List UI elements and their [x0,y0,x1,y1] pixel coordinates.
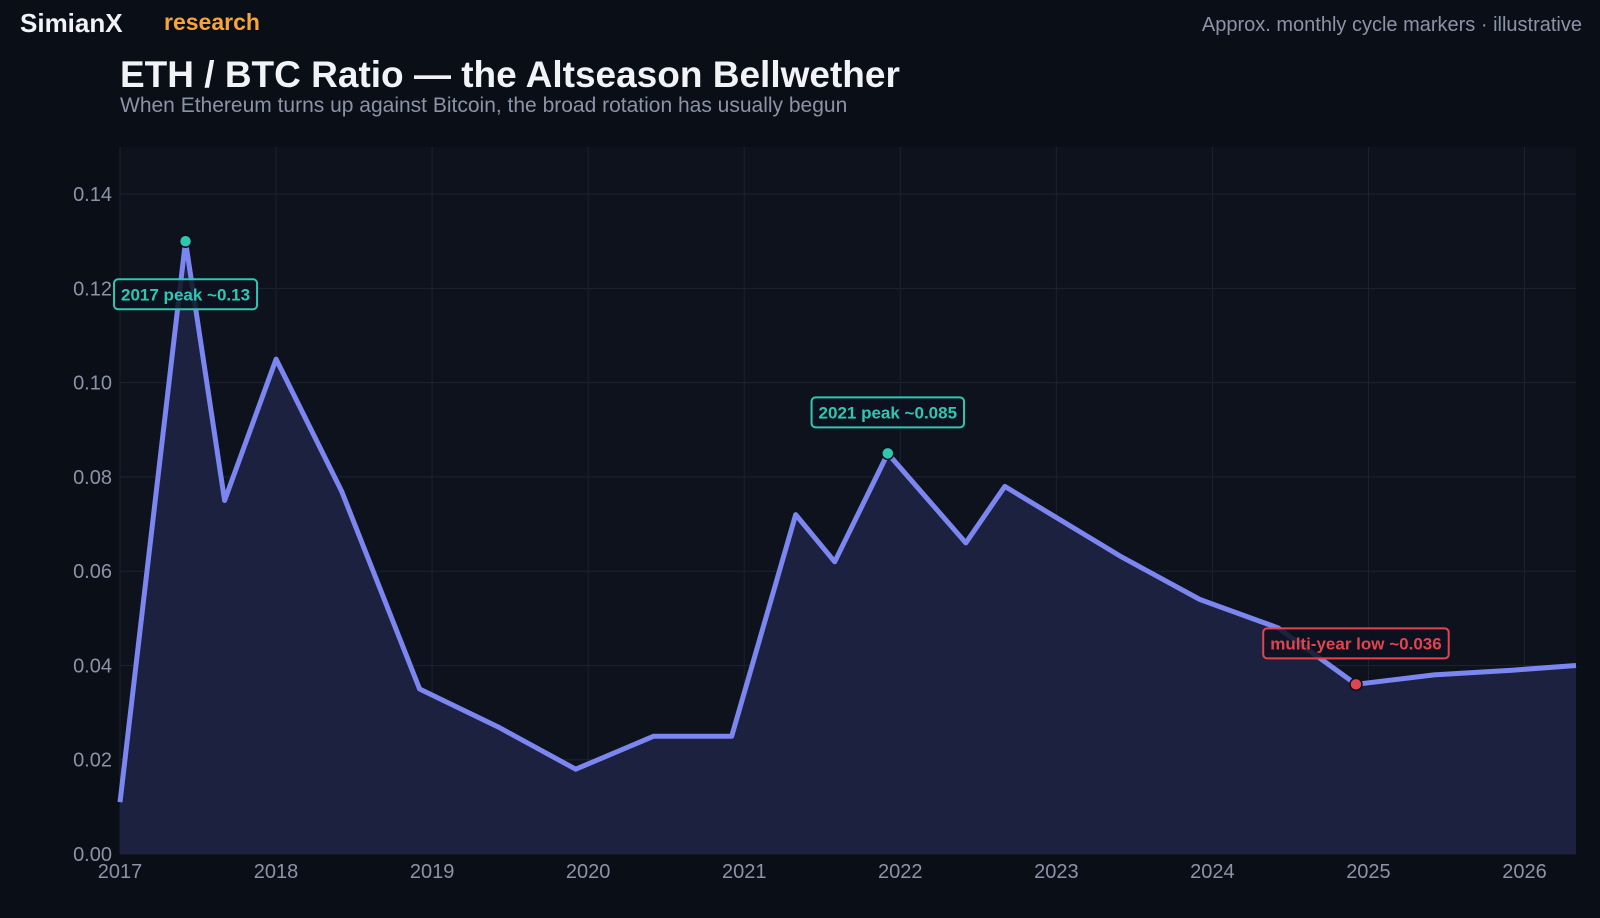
y-tick-label: 0.00 [73,844,112,866]
x-tick-label: 2024 [1190,861,1235,883]
annotation-marker-low [1349,677,1363,692]
x-tick-label: 2023 [1034,861,1079,883]
x-tick-label: 2026 [1502,861,1547,883]
x-tick-label: 2021 [722,861,767,883]
x-tick-label: 2022 [878,861,923,883]
y-tick-label: 0.14 [73,184,112,206]
svg-text:multi-year low ~0.036: multi-year low ~0.036 [1270,634,1442,653]
x-tick-label: 2018 [254,861,299,883]
y-tick-label: 0.06 [73,561,112,583]
ratio-area-fill [120,241,1576,855]
y-axis-ticks: 0.00 0.02 0.04 0.06 0.08 0.10 0.12 0.14 [73,184,112,866]
brand-section: research [164,9,260,35]
y-tick-label: 0.10 [73,373,112,395]
x-tick-label: 2019 [410,861,455,883]
x-axis-ticks: 2017 2018 2019 2020 2021 2022 2023 2024 2025 2026 [98,861,1547,883]
chart-note: Approx. monthly cycle markers · illustra… [1201,14,1582,36]
annotation-marker-peak [881,446,895,461]
x-tick-label: 2017 [98,861,143,883]
annotations: 2017 peak ~0.13 2021 peak ~0.085 multi-yea… [113,234,1450,692]
annotation-marker-peak [178,234,193,249]
brand-logo: SimianX [20,8,123,38]
y-tick-label: 0.04 [73,655,112,677]
svg-text:2017 peak ~0.13: 2017 peak ~0.13 [121,285,250,304]
chart-title: ETH / BTC Ratio — the Altseason Bellweth… [120,54,900,95]
annotation-label: 2017 peak ~0.13 [113,278,259,311]
annotation-label: 2021 peak ~0.085 [810,396,966,429]
chart-subtitle: When Ethereum turns up against Bitcoin, … [120,94,848,117]
y-tick-label: 0.08 [73,467,112,489]
x-tick-label: 2025 [1346,861,1391,883]
x-tick-label: 2020 [566,861,611,883]
y-tick-label: 0.02 [73,750,112,772]
svg-text:2021 peak ~0.085: 2021 peak ~0.085 [819,403,957,422]
y-tick-label: 0.12 [73,278,112,300]
annotation-label: multi-year low ~0.036 [1262,627,1450,660]
